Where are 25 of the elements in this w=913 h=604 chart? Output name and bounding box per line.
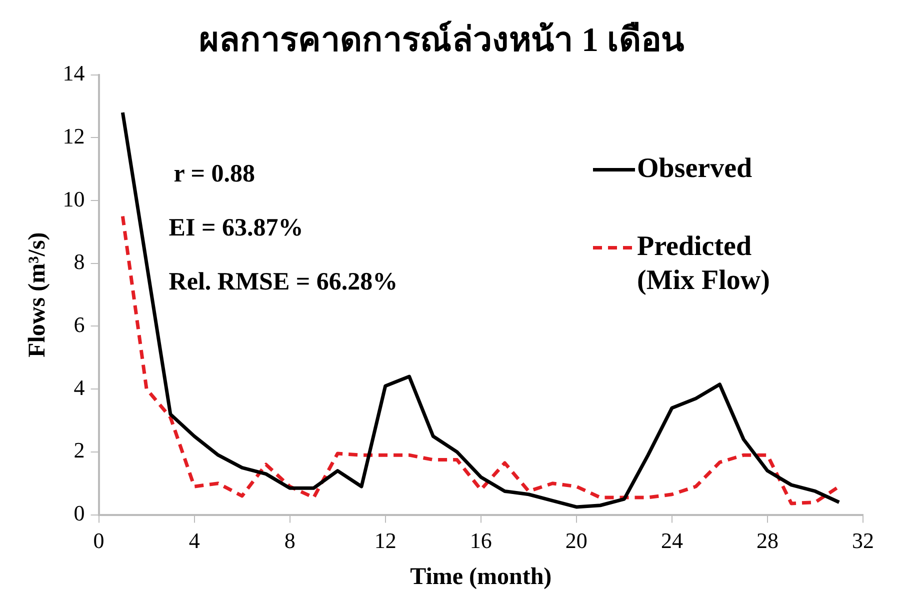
chart-title: ผลการคาดการณ์ล่วงหน้า 1 เดือน <box>199 20 684 60</box>
x-tick-label: 0 <box>93 528 104 553</box>
y-tick-label: 6 <box>74 312 85 338</box>
x-tick-label: 12 <box>374 528 396 553</box>
y-tick-label: 4 <box>74 374 85 400</box>
annotation: r = 0.88 <box>174 160 255 188</box>
y-tick-label: 14 <box>62 60 85 86</box>
x-tick-label: 32 <box>852 528 874 553</box>
legend-label: Observed <box>637 153 753 184</box>
x-axis-title: Time (month) <box>410 564 552 590</box>
y-axis-title: Flows (m³/s) <box>24 232 51 358</box>
annotation: Rel. RMSE = 66.28% <box>168 268 398 296</box>
x-tick-label: 20 <box>565 528 588 553</box>
annotation: EI = 63.87% <box>168 214 304 242</box>
x-tick-label: 4 <box>188 528 200 553</box>
legend-label: Predicted (Mix Flow) <box>637 231 770 296</box>
y-tick-label: 2 <box>74 438 85 463</box>
y-tick-label: 0 <box>74 500 85 526</box>
y-tick-label: 12 <box>62 123 85 148</box>
x-tick-label: 8 <box>284 528 296 553</box>
x-tick-label: 16 <box>470 528 492 553</box>
x-tick-label: 24 <box>660 528 683 553</box>
y-tick-label: 8 <box>74 249 85 274</box>
x-tick-label: 28 <box>756 528 778 553</box>
y-tick-label: 10 <box>62 186 85 212</box>
